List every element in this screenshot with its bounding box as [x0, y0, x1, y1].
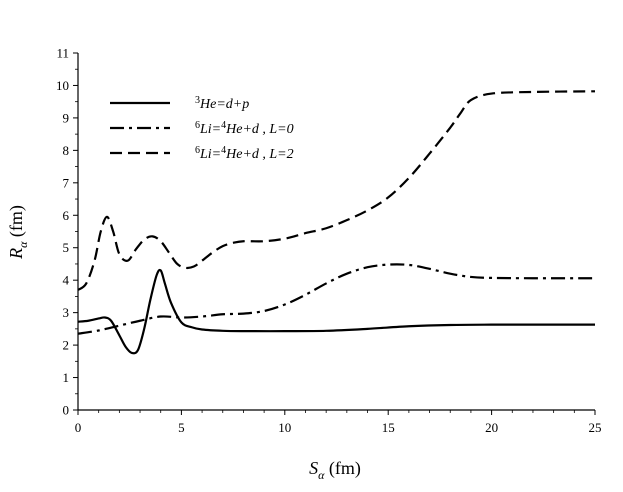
x-tick-label: 0 — [75, 420, 82, 435]
x-tick-label: 25 — [589, 420, 602, 435]
series-3he-legend-label: 3He=d+p — [195, 95, 249, 113]
series-layer — [77, 90, 596, 355]
y-tick-label: 6 — [63, 208, 70, 223]
y-tick-label: 0 — [63, 403, 70, 418]
series-6li-l0-legend-label: 6Li=4He+d , L=0 — [195, 120, 294, 138]
y-tick-label: 1 — [63, 370, 70, 385]
x-tick-label: 5 — [178, 420, 185, 435]
series-3he-line — [77, 268, 595, 355]
y-tick-label: 3 — [63, 305, 70, 320]
series-6li-l0-line — [77, 263, 596, 335]
y-tick-label: 4 — [63, 273, 70, 288]
series-6li-l2-line — [77, 90, 596, 291]
x-axis: 0 5 10 15 20 25 — [75, 410, 602, 435]
series-6li-l2-legend-label: 6Li=4He+d , L=2 — [195, 145, 294, 163]
x-tick-label: 10 — [278, 420, 291, 435]
y-tick-label: 7 — [63, 175, 70, 190]
y-tick-label: 5 — [63, 240, 70, 255]
plot-area — [77, 53, 595, 411]
x-tick-label: 20 — [485, 420, 498, 435]
y-tick-label: 9 — [63, 110, 70, 125]
y-axis-label: Rα (fm) — [6, 205, 30, 260]
x-axis-label: Sα (fm) — [309, 458, 361, 482]
y-tick-label: 10 — [56, 78, 69, 93]
legend: 3He=d+p 6Li=4He+d , L=0 6Li=4He+d , L=2 — [110, 95, 294, 163]
y-tick-label: 8 — [63, 143, 70, 158]
y-tick-label: 2 — [63, 338, 70, 353]
x-tick-label: 15 — [382, 420, 395, 435]
y-tick-label: 11 — [56, 46, 69, 61]
y-axis: 0 1 2 3 4 5 6 7 8 9 10 11 — [56, 46, 78, 418]
